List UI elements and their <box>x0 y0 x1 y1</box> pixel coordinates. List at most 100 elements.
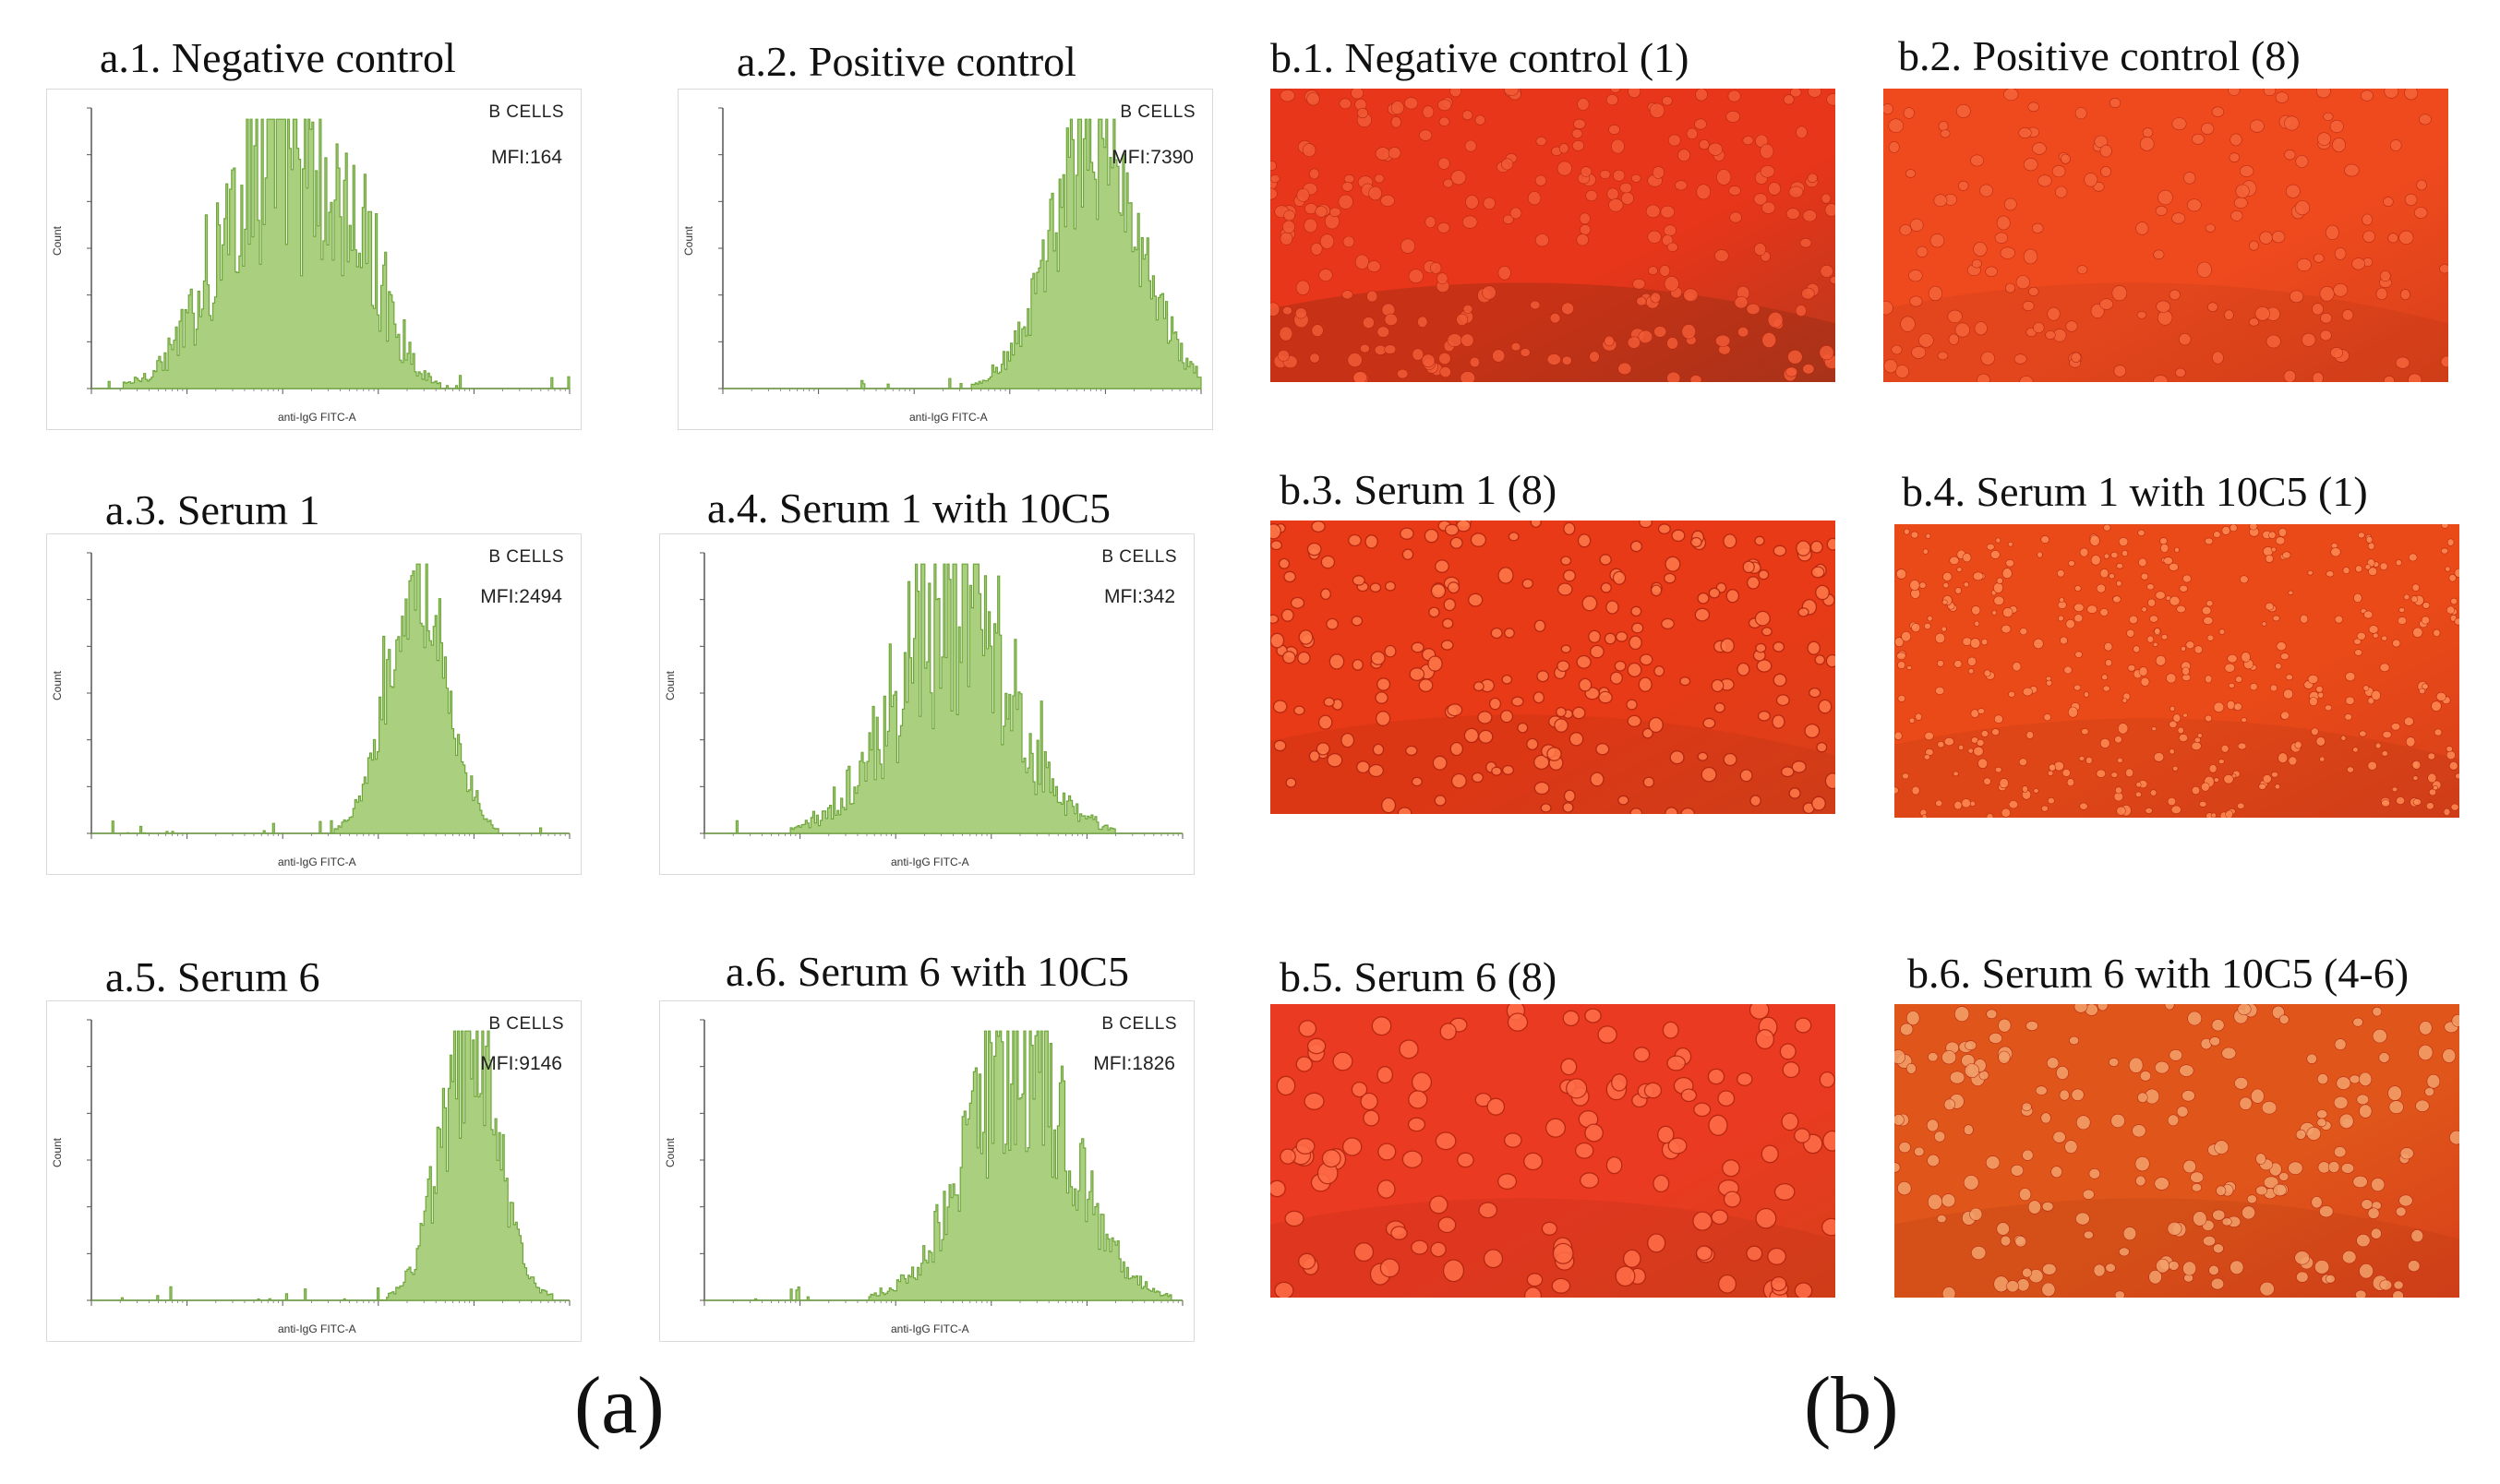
cell <box>1708 1114 1728 1136</box>
cell <box>2033 788 2039 794</box>
cell <box>2127 664 2136 672</box>
cell <box>1434 795 1447 807</box>
cell <box>2412 627 2423 638</box>
y-axis-label: Count <box>664 670 677 700</box>
cell <box>2112 595 2121 604</box>
cell <box>1689 375 1702 382</box>
cell <box>1900 316 1916 332</box>
cell <box>1761 331 1777 348</box>
cell <box>1653 1174 1670 1193</box>
cell <box>1659 265 1671 277</box>
cell <box>2001 808 2011 818</box>
cell <box>1577 98 1590 111</box>
cell <box>2440 547 2448 555</box>
cell <box>1696 184 1712 200</box>
cell <box>2022 1149 2034 1161</box>
cell <box>1943 1098 1955 1111</box>
cell <box>2446 746 2453 753</box>
cell <box>1662 96 1673 106</box>
micro-title-4: b.4. Serum 1 with 10C5 (1) <box>1902 468 2368 515</box>
cell <box>1450 170 1467 186</box>
cell <box>1681 324 1697 340</box>
cell <box>2294 200 2311 216</box>
cell <box>2296 1271 2309 1283</box>
cell <box>1903 107 1915 119</box>
cell <box>2314 1260 2330 1275</box>
cell <box>1341 1137 1363 1156</box>
cell <box>1295 1056 1313 1072</box>
cell <box>1941 1287 1956 1298</box>
cell <box>2361 90 2374 102</box>
histogram-plot-1: B CELLS MFI:164 anti-IgG FITC-A Count <box>46 89 582 430</box>
cell <box>1384 644 1397 658</box>
cell <box>2169 562 2179 571</box>
cell <box>2221 1217 2232 1227</box>
cell <box>2151 726 2157 732</box>
cell <box>2379 562 2388 571</box>
cell <box>1725 589 1740 604</box>
cell <box>2181 574 2192 583</box>
cell <box>1993 714 2003 724</box>
cell <box>1755 1029 1775 1050</box>
cell <box>2241 717 2248 723</box>
cell <box>2315 89 2331 99</box>
cell <box>1497 567 1514 584</box>
cell <box>1729 211 1742 223</box>
cell <box>1554 718 1569 733</box>
cell <box>1443 598 1457 612</box>
cell <box>2169 1048 2183 1061</box>
cell <box>2019 628 2028 636</box>
cell <box>1580 1172 1600 1189</box>
cell <box>1629 540 1643 553</box>
cell <box>1580 166 1593 177</box>
cell <box>1996 1222 2010 1236</box>
cell <box>1680 807 1695 814</box>
cell <box>2235 184 2250 198</box>
cell <box>2201 122 2215 135</box>
cell <box>1629 635 1642 651</box>
cell <box>1270 614 1280 625</box>
cell <box>1909 295 1923 307</box>
micrograph-image-1 <box>1270 89 1835 382</box>
cell <box>1962 637 1972 646</box>
cell <box>1343 174 1355 184</box>
cell <box>1967 748 1974 754</box>
cell <box>1560 1058 1578 1076</box>
cell <box>1381 796 1397 814</box>
cell <box>2209 1036 2221 1047</box>
cell <box>1376 1066 1394 1084</box>
mfi-value: MFI:2494 <box>480 586 562 607</box>
cell <box>2368 625 2379 634</box>
cell <box>2049 763 2057 772</box>
x-axis-label: anti-IgG FITC-A <box>891 856 969 868</box>
cell <box>2275 663 2282 670</box>
cell <box>1372 743 1385 756</box>
cell <box>2018 758 2027 767</box>
cell <box>2344 163 2360 177</box>
cell <box>1824 772 1835 790</box>
cell <box>1971 605 1981 616</box>
cell <box>2387 1085 2402 1101</box>
cell <box>1320 588 1331 601</box>
cell <box>1379 1258 1400 1278</box>
cell <box>2128 615 2138 625</box>
cell <box>2221 1047 2237 1059</box>
cell <box>1483 197 1496 209</box>
cell <box>1962 553 1972 563</box>
cell <box>2033 322 2045 333</box>
cell <box>2398 230 2414 245</box>
cell <box>1274 1281 1294 1298</box>
histogram-svg <box>700 1019 1184 1306</box>
cell <box>2426 1073 2441 1089</box>
gate-label: B CELLS <box>488 102 564 122</box>
cell <box>1971 1245 1987 1260</box>
cell <box>2330 547 2341 557</box>
cell <box>1404 97 1419 110</box>
cell <box>1895 568 1907 580</box>
cell <box>2213 531 2221 538</box>
cell <box>1937 660 1944 667</box>
cell <box>1802 364 1815 375</box>
cell <box>1317 714 1333 730</box>
cell <box>1675 180 1688 191</box>
cell <box>1794 1128 1810 1143</box>
